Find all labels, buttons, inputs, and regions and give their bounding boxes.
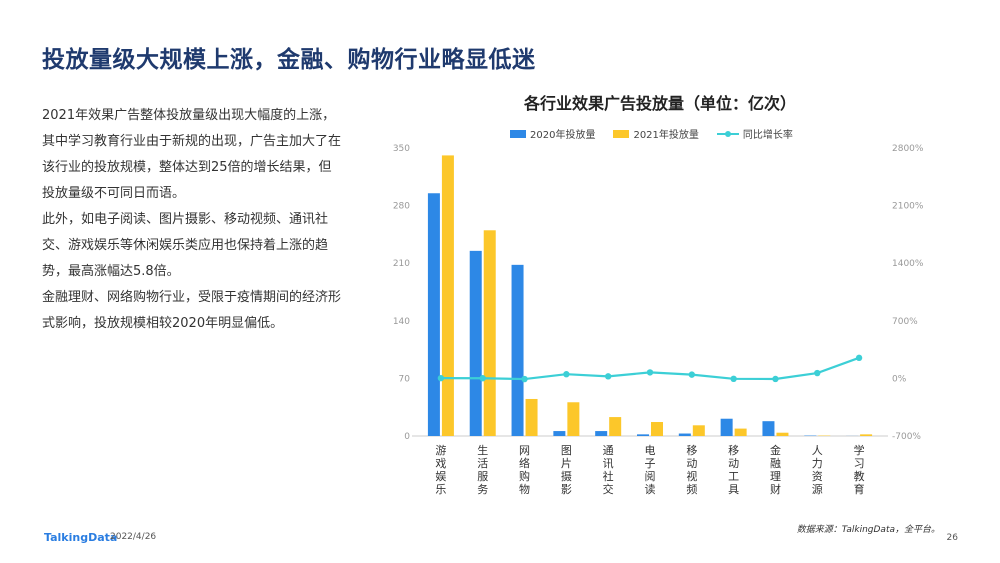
legend-swatch-2021 [613,129,630,138]
left-axis-tick-label: 280 [393,202,410,212]
bar-2021 [483,230,496,436]
bar-2020 [762,421,775,436]
bar-2021 [525,398,538,436]
category-label: 游戏娱乐 [435,444,446,496]
legend-item-growth: 同比增长率 [716,126,793,141]
right-axis-tick-label: 2800% [892,144,924,154]
bar-2021 [692,425,705,436]
bar-2020 [469,250,482,436]
category-label: 网络购物 [519,444,530,496]
right-axis-tick-label: 0% [892,374,907,384]
bar-2020 [511,264,524,436]
footer-logo: TalkingData [44,531,118,544]
category-label: 金融理财 [770,443,781,496]
chart-legend: 2020年投放量 2021年投放量 同比增长率 [510,126,793,141]
category-label: 图片摄影 [561,444,572,496]
body-paragraph-3: 金融理财、网络购物行业，受限于疫情期间的经济形式影响，投放规模相较2020年明显… [42,290,342,331]
category-label: 生活服务 [477,443,488,496]
body-paragraph-2: 此外，如电子阅读、图片摄影、移动视频、通讯社交、游戏娱乐等休闲娱乐类应用也保持着… [42,212,329,279]
legend-label-2020: 2020年投放量 [530,130,596,141]
bar-2021 [734,428,747,436]
left-axis-tick-label: 210 [393,259,410,269]
legend-item-2020: 2020年投放量 [510,126,595,141]
category-label: 移动视频 [686,444,697,496]
bar-2021 [441,155,454,437]
bar-2020 [427,193,440,436]
growth-rate-point [730,375,737,383]
bar-2021 [609,417,622,436]
legend-swatch-growth [716,129,739,139]
growth-rate-point [772,375,779,383]
legend-label-growth: 同比增长率 [742,130,793,141]
bar-2020 [720,418,733,436]
growth-rate-point [437,374,445,382]
left-axis-tick-label: 140 [393,317,410,327]
bar-2021 [651,422,663,436]
category-label: 通讯社交 [603,444,614,496]
left-axis-tick-label: 350 [393,144,410,154]
growth-rate-point [688,371,696,378]
growth-rate-point [855,354,863,362]
category-label: 人力资源 [812,444,823,496]
bar-2020 [553,431,566,436]
bar-2020 [595,431,608,436]
legend-swatch-2020 [510,129,526,138]
category-label: 移动工具 [728,444,739,496]
right-axis-tick-label: 1400% [892,259,924,269]
data-source: 数据来源：TalkingData，全平台。 [796,525,940,535]
bar-2021 [860,434,873,436]
page-title: 投放量级大规模上涨，金融、购物行业略显低迷 [42,47,536,73]
growth-rate-point [479,375,486,382]
body-paragraph-1: 2021年效果广告整体投放量级出现大幅度的上涨，其中学习教育行业由于新规的出现，… [42,108,342,201]
growth-rate-point [646,369,654,376]
bar-2020 [678,433,691,436]
right-axis-tick-label: 2100% [892,202,924,212]
chart-canvas: 0 70 140 210 280 350 -700% 0% 700% 1400% 2100% 2800… [393,144,924,496]
left-axis-tick-label: 0 [404,432,410,442]
growth-rate-point [604,373,612,380]
right-axis-tick-label: -700% [892,432,921,442]
category-label: 电子阅读 [645,444,656,496]
legend-label-2021: 2021年投放量 [633,130,699,141]
legend-item-2021: 2021年投放量 [613,126,699,141]
growth-rate-point [521,375,528,383]
bar-2020 [637,434,649,436]
growth-rate-point [563,371,570,378]
growth-rate-line [440,356,860,381]
chart-title: 各行业效果广告投放量（单位：亿次） [523,94,796,113]
page-number: 26 [946,533,958,543]
footer-date: 2022/4/26 [110,532,157,542]
bar-2021 [567,402,580,436]
bar-2021 [776,432,789,436]
growth-rate-point [814,369,821,377]
category-label: 学习教育 [854,443,865,496]
right-axis-tick-label: 700% [892,317,918,327]
left-axis-tick-label: 70 [399,374,411,384]
